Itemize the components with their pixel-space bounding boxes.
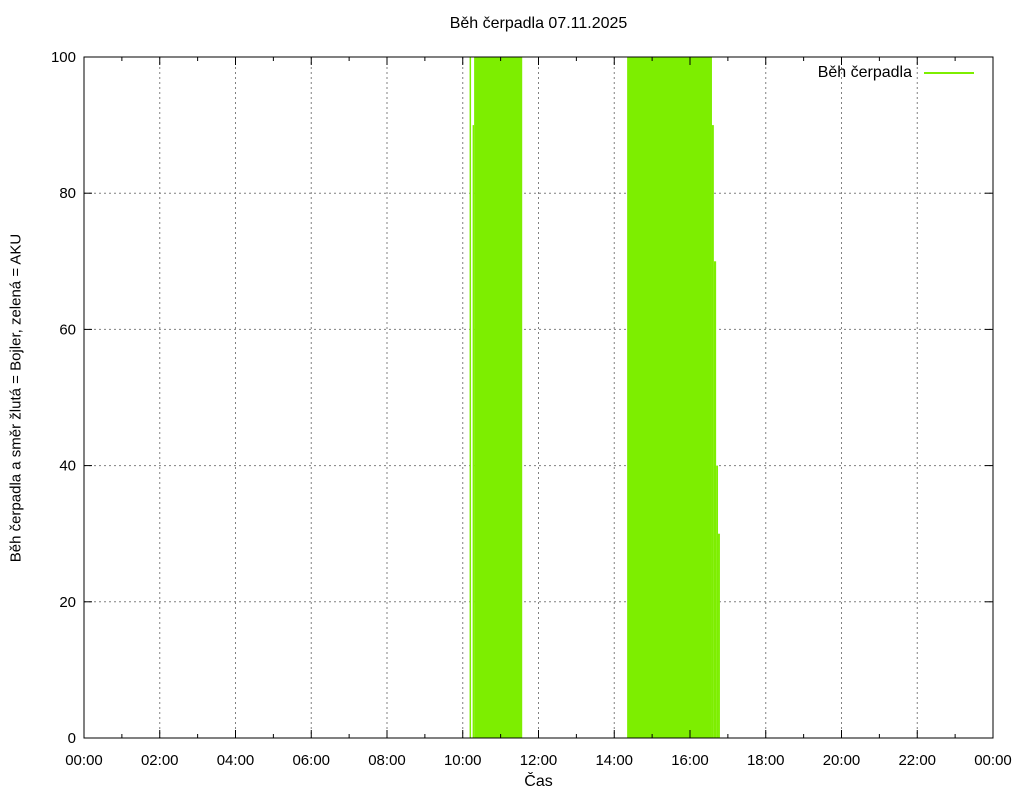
x-tick-label: 00:00 <box>974 752 1012 769</box>
y-tick-label: 60 <box>59 321 76 338</box>
x-tick-label: 14:00 <box>595 752 633 769</box>
pump-run-bar <box>472 125 475 739</box>
pump-run-bar <box>711 125 714 739</box>
x-tick-label: 22:00 <box>898 752 936 769</box>
legend-series-label: Běh čerpadla <box>817 64 912 81</box>
y-tick-label: 0 <box>68 730 76 747</box>
x-tick-label: 18:00 <box>747 752 785 769</box>
y-tick-label: 20 <box>59 594 76 611</box>
legend: Běh čerpadla <box>818 64 974 82</box>
x-tick-label: 20:00 <box>823 752 861 769</box>
pump-run-bar <box>627 57 712 738</box>
x-tick-label: 02:00 <box>141 752 179 769</box>
x-tick-label: 00:00 <box>65 752 103 769</box>
chart-title: Běh čerpadla 07.11.2025 <box>449 15 628 32</box>
pump-run-bar <box>718 533 720 738</box>
x-tick-label: 08:00 <box>368 752 406 769</box>
pump-run-bar <box>713 261 717 738</box>
x-tick-label: 10:00 <box>444 752 482 769</box>
x-tick-label: 06:00 <box>292 752 330 769</box>
y-tick-label: 40 <box>59 458 76 475</box>
y-tick-label: 80 <box>59 185 76 202</box>
x-tick-label: 12:00 <box>520 752 558 769</box>
pump-run-bar <box>716 465 719 738</box>
x-tick-label: 16:00 <box>671 752 709 769</box>
x-tick-label: 04:00 <box>217 752 255 769</box>
pump-run-bar <box>469 57 472 738</box>
legend-line-sample <box>924 72 974 74</box>
y-tick-label: 100 <box>51 49 76 66</box>
x-axis-title: Čas <box>524 773 553 790</box>
pump-run-bar <box>474 57 523 738</box>
